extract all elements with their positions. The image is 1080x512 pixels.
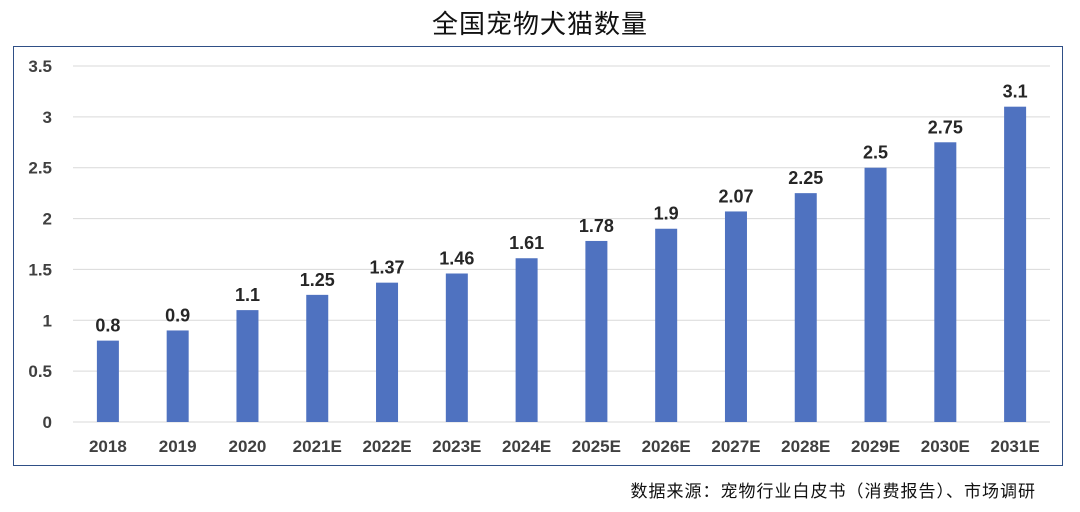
x-tick-label: 2020 (229, 437, 267, 456)
y-tick-label: 0 (43, 413, 52, 432)
bar (515, 258, 538, 422)
bar (445, 273, 468, 422)
data-label: 0.9 (165, 305, 190, 325)
data-label: 2.75 (928, 117, 963, 137)
y-tick-label: 3.5 (28, 57, 52, 76)
x-tick-label: 2026E (642, 437, 691, 456)
data-labels: 0.8 0.9 1.1 1.25 1.37 1.46 1.61 1.78 1.9 2.07 2.25… (95, 82, 1027, 336)
y-tick-label: 2 (43, 210, 52, 229)
y-axis-ticks: 0 0.5 1 1.5 2 2.5 3 3.5 (28, 57, 52, 432)
x-tick-label: 2028E (781, 437, 830, 456)
data-label: 0.8 (95, 316, 120, 336)
bar (1004, 106, 1027, 422)
data-label: 1.46 (439, 248, 474, 268)
source-note: 数据来源：宠物行业白皮书（消费报告）、市场调研 (630, 482, 1036, 502)
x-tick-label: 2024E (502, 437, 551, 456)
y-tick-label: 0.5 (28, 362, 52, 381)
bar (585, 240, 608, 422)
bar (376, 282, 399, 422)
bar (724, 211, 747, 422)
bar (864, 167, 887, 422)
y-tick-label: 1 (43, 311, 52, 330)
data-label: 2.25 (788, 168, 823, 188)
x-axis-ticks: 2018 2019 2020 2021E 2022E 2023E 2024E 2025E 202… (89, 437, 1040, 456)
bar (166, 330, 189, 422)
x-tick-label: 2023E (432, 437, 481, 456)
y-tick-label: 2.5 (28, 159, 52, 178)
data-label: 1.78 (579, 216, 614, 236)
x-tick-label: 2022E (362, 437, 411, 456)
data-label: 1.37 (370, 258, 405, 278)
chart-frame (13, 46, 1063, 466)
x-tick-label: 2018 (89, 437, 127, 456)
data-label: 1.1 (235, 285, 260, 305)
bar (934, 142, 957, 423)
bar (96, 340, 119, 422)
data-label: 3.1 (1003, 82, 1028, 102)
data-label: 2.5 (863, 143, 888, 163)
x-tick-label: 2027E (711, 437, 760, 456)
bar (655, 228, 678, 422)
y-tick-label: 1.5 (28, 260, 52, 279)
data-label: 1.9 (654, 204, 679, 224)
data-label: 2.07 (718, 186, 753, 206)
x-tick-label: 2025E (572, 437, 621, 456)
x-tick-label: 2031E (991, 437, 1040, 456)
gridlines (73, 65, 1050, 423)
y-tick-label: 3 (43, 108, 52, 127)
data-label: 1.61 (509, 233, 544, 253)
x-tick-label: 2021E (293, 437, 342, 456)
x-tick-label: 2029E (851, 437, 900, 456)
data-label: 1.25 (300, 270, 335, 290)
x-tick-label: 2030E (921, 437, 970, 456)
x-tick-label: 2019 (159, 437, 197, 456)
chart-title: 全国宠物犬猫数量 (431, 10, 648, 40)
bars (96, 106, 1027, 423)
bar (236, 310, 259, 422)
bar (794, 193, 817, 422)
bar (306, 294, 329, 422)
